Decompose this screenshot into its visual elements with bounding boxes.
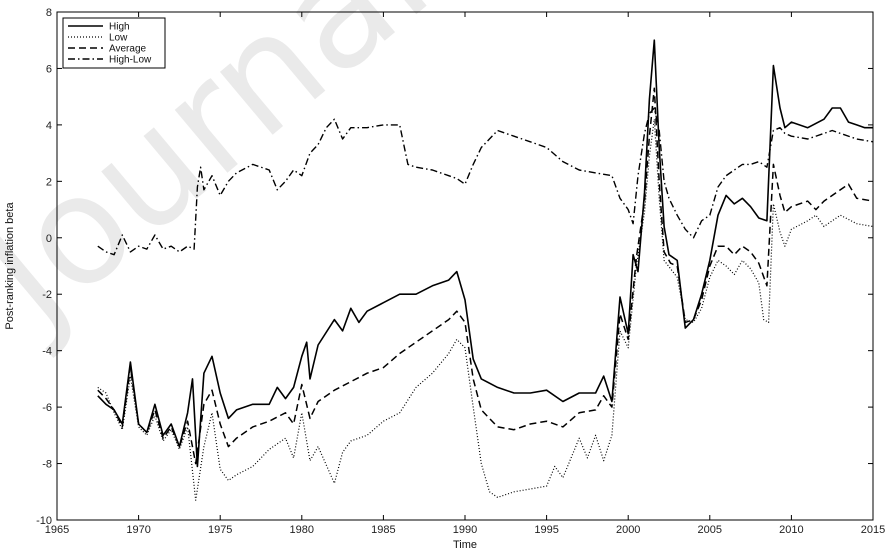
y-tick-label: 0 bbox=[46, 233, 52, 245]
legend-label: High bbox=[109, 22, 130, 33]
x-tick-label: 1990 bbox=[453, 524, 477, 536]
legend-label: Low bbox=[109, 33, 128, 44]
y-tick-label: -2 bbox=[42, 289, 52, 301]
series-line-high bbox=[97, 39, 873, 468]
series-line-low bbox=[97, 118, 874, 501]
x-tick-label: 2010 bbox=[779, 524, 803, 536]
legend-label: High-Low bbox=[109, 55, 152, 66]
x-axis-title: Time bbox=[453, 539, 477, 551]
legend-label: Average bbox=[109, 44, 147, 55]
y-tick-label: 6 bbox=[46, 63, 52, 75]
y-tick-label: -6 bbox=[42, 402, 52, 414]
y-tick-label: -10 bbox=[36, 515, 52, 527]
y-tick-label: 4 bbox=[46, 120, 52, 132]
y-axis-title: Post-ranking inflation beta bbox=[4, 202, 16, 330]
series-line-average bbox=[97, 87, 874, 465]
axis-ticks: 1965 1970 1975 1980 1985 1990 1995 2000 2005 2010… bbox=[36, 7, 885, 536]
series-group bbox=[97, 39, 874, 501]
x-tick-label: 2000 bbox=[616, 524, 640, 536]
x-tick-label: 1970 bbox=[126, 524, 150, 536]
x-tick-label: 1995 bbox=[534, 524, 558, 536]
x-tick-label: 2005 bbox=[698, 524, 722, 536]
y-tick-label: 2 bbox=[46, 176, 52, 188]
x-tick-label: 1980 bbox=[290, 524, 314, 536]
series-line-high-low bbox=[97, 107, 874, 256]
y-tick-label: 8 bbox=[46, 7, 52, 19]
x-tick-label: 1985 bbox=[371, 524, 395, 536]
y-tick-label: -8 bbox=[42, 459, 52, 471]
y-tick-label: -4 bbox=[42, 346, 52, 358]
x-tick-label: 2015 bbox=[861, 524, 885, 536]
x-tick-label: 1975 bbox=[208, 524, 232, 536]
x-tick-label: 1965 bbox=[45, 524, 69, 536]
